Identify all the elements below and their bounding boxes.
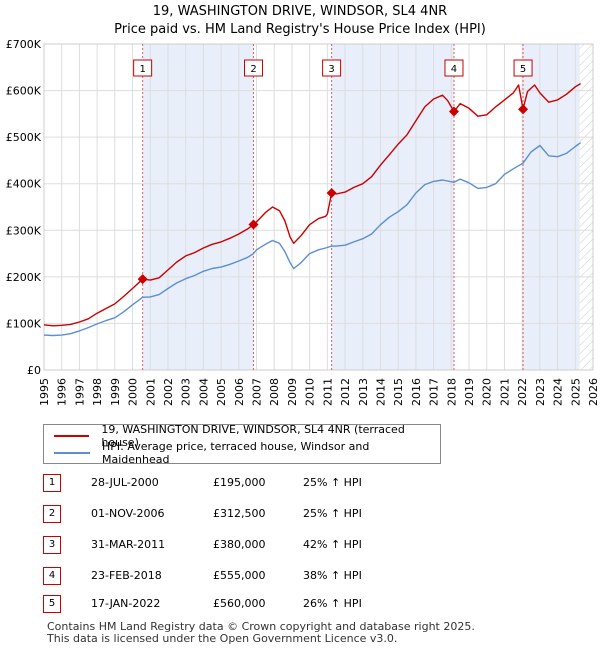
x-tick-label: 2025	[569, 378, 582, 406]
ownership-shade	[142, 44, 254, 370]
sale-price: £380,000	[213, 538, 266, 551]
x-tick-label: 1998	[91, 378, 104, 406]
sale-hpi-change: 38% ↑ HPI	[303, 569, 362, 582]
sale-number: 1	[43, 474, 61, 492]
sale-number-label: 1	[139, 64, 145, 75]
sale-date: 23-FEB-2018	[91, 569, 162, 582]
x-tick-label: 2012	[339, 378, 352, 406]
y-tick-label: £100K	[6, 317, 42, 330]
sale-point	[248, 219, 259, 230]
sale-row-2: 2 01-NOV-2006 £312,500 25% ↑ HPI	[43, 503, 563, 525]
sale-number-box	[322, 59, 342, 77]
sale-point	[448, 106, 459, 117]
x-tick-label: 2017	[428, 378, 441, 406]
sale-number-label: 3	[328, 64, 334, 75]
sale-number: 3	[43, 536, 61, 554]
y-tick-label: £200K	[6, 271, 42, 284]
x-tick-label: 2004	[197, 378, 210, 406]
x-tick-label: 2002	[162, 378, 175, 406]
sale-price: £555,000	[213, 569, 266, 582]
x-tick-label: 2005	[215, 378, 228, 406]
legend-label-property: 19, WASHINGTON DRIVE, WINDSOR, SL4 4NR (…	[101, 423, 405, 449]
x-tick-label: 2013	[357, 378, 370, 406]
plot-border	[43, 43, 594, 371]
x-tick-label: 1997	[73, 378, 86, 406]
forecast-hatch	[579, 44, 593, 370]
sale-point	[137, 274, 148, 285]
sale-number-box	[133, 59, 153, 77]
sale-number-label: 4	[451, 64, 457, 75]
plot-area	[44, 44, 593, 370]
ownership-shade	[331, 44, 454, 370]
sale-price: £560,000	[213, 597, 266, 610]
y-tick-label: £400K	[6, 178, 42, 191]
legend-item-property: 19, WASHINGTON DRIVE, WINDSOR, SL4 4NR (…	[44, 423, 440, 449]
sale-point	[326, 188, 337, 199]
chart-title: 19, WASHINGTON DRIVE, WINDSOR, SL4 4NR	[152, 4, 448, 19]
sale-row-4: 4 23-FEB-2018 £555,000 38% ↑ HPI	[43, 565, 563, 587]
footer-copyright: Contains HM Land Registry data © Crown c…	[47, 620, 475, 633]
x-tick-label: 2001	[144, 378, 157, 406]
sale-price: £195,000	[213, 476, 266, 489]
sale-number-box	[444, 59, 464, 77]
sale-price: £312,500	[213, 507, 266, 520]
series-line-hpi	[43, 142, 582, 337]
sale-hpi-change: 25% ↑ HPI	[303, 507, 362, 520]
footer-licence: This data is licensed under the Open Gov…	[47, 632, 398, 645]
legend-item-hpi: HPI: Average price, terraced house, Wind…	[44, 440, 440, 466]
sale-row-5: 5 17-JAN-2022 £560,000 26% ↑ HPI	[43, 593, 563, 615]
y-tick-label: £0	[27, 364, 41, 377]
legend: 19, WASHINGTON DRIVE, WINDSOR, SL4 4NR (…	[43, 423, 441, 466]
x-tick-label: 1996	[56, 378, 69, 406]
sale-number-label: 2	[250, 64, 256, 75]
x-tick-label: 2003	[180, 378, 193, 406]
sale-date: 17-JAN-2022	[91, 597, 161, 610]
x-tick-label: 2011	[321, 378, 334, 406]
sale-number-label: 5	[520, 64, 526, 75]
x-tick-label: 2008	[268, 378, 281, 406]
x-tick-label: 2015	[392, 378, 405, 406]
legend-swatch-hpi	[54, 452, 90, 454]
sale-date: 31-MAR-2011	[91, 538, 166, 551]
x-tick-label: 2009	[286, 378, 299, 406]
sale-number: 5	[43, 595, 61, 613]
price-chart: £0 £100K £200K £300K £400K £500K £600K £700K 199…	[6, 38, 600, 406]
sale-point	[518, 104, 529, 115]
x-tick-label: 2010	[304, 378, 317, 406]
legend-swatch-property	[54, 435, 90, 437]
x-tick-label: 2026	[587, 378, 600, 406]
y-tick-label: £700K	[6, 38, 42, 51]
sale-number-box	[513, 59, 533, 77]
y-tick-label: £300K	[6, 224, 42, 237]
x-tick-label: 2007	[251, 378, 264, 406]
x-tick-label: 1999	[109, 378, 122, 406]
x-tick-label: 2006	[233, 378, 246, 406]
chart-subtitle: Price paid vs. HM Land Registry's House …	[114, 22, 486, 37]
x-tick-label: 2000	[127, 378, 140, 406]
x-tick-label: 2018	[445, 378, 458, 406]
y-tick-label: £600K	[6, 85, 42, 98]
sale-date: 28-JUL-2000	[91, 476, 159, 489]
x-tick-label: 2021	[498, 378, 511, 406]
sale-hpi-change: 42% ↑ HPI	[303, 538, 362, 551]
x-tick-label: 2022	[516, 378, 529, 406]
x-tick-label: 2019	[463, 378, 476, 406]
sale-hpi-change: 26% ↑ HPI	[303, 597, 362, 610]
x-tick-label: 2023	[534, 378, 547, 406]
ownership-shade	[523, 44, 580, 370]
legend-label-hpi: HPI: Average price, terraced house, Wind…	[101, 440, 370, 466]
x-tick-label: 2014	[374, 378, 387, 406]
sale-number: 4	[43, 567, 61, 585]
x-tick-label: 2020	[481, 378, 494, 406]
sale-date: 01-NOV-2006	[91, 507, 165, 520]
sale-number: 2	[43, 505, 61, 523]
x-tick-label: 2016	[410, 378, 423, 406]
x-tick-label: 2024	[552, 378, 565, 406]
sale-row-3: 3 31-MAR-2011 £380,000 42% ↑ HPI	[43, 534, 563, 556]
sale-hpi-change: 25% ↑ HPI	[303, 476, 362, 489]
x-tick-label: 1995	[38, 378, 51, 406]
sale-number-box	[244, 59, 264, 77]
sale-row-1: 1 28-JUL-2000 £195,000 25% ↑ HPI	[43, 472, 563, 494]
y-tick-label: £500K	[6, 131, 42, 144]
